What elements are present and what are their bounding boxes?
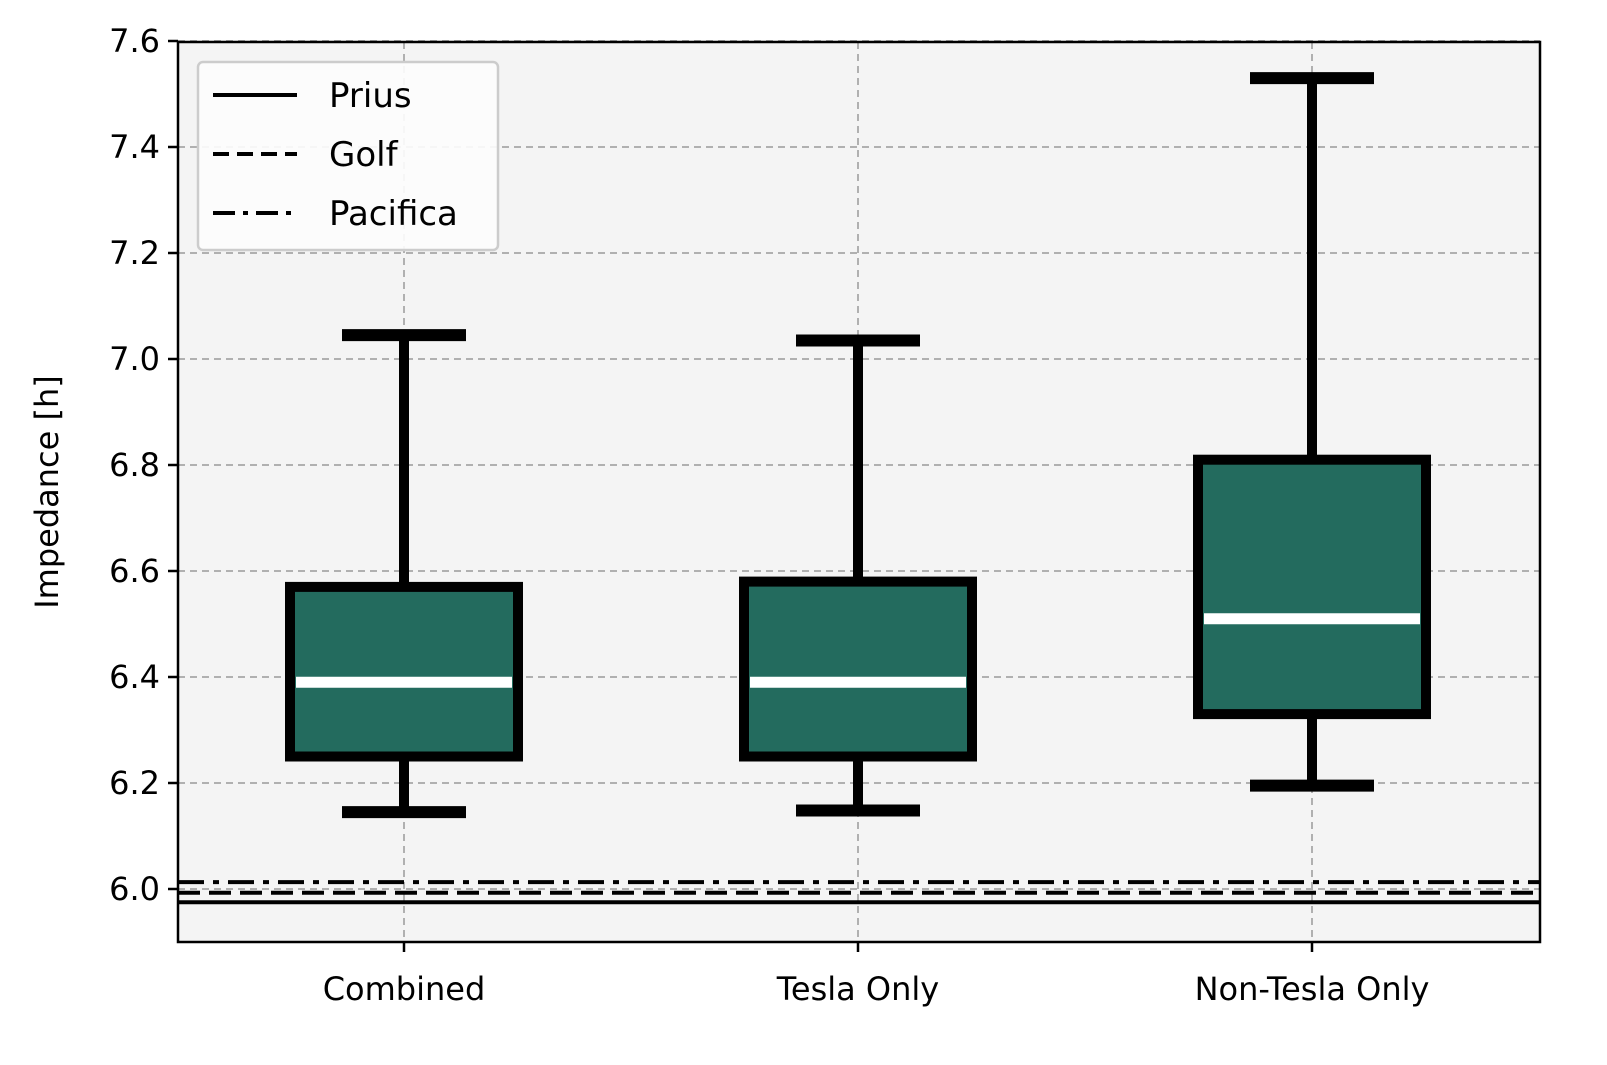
x-tick-label: Combined [323,970,486,1008]
box-combined [285,329,523,819]
y-tick-label: 7.4 [109,128,160,166]
iqr-box [1193,454,1431,720]
y-tick-label: 7.2 [109,234,160,272]
reference-lines [178,880,1540,905]
x-tick-label: Non-Tesla Only [1195,970,1430,1008]
legend-label-golf: Golf [329,135,399,175]
boxes [285,72,1431,819]
box-tesla-only [739,334,977,817]
x-tick-label: Tesla Only [776,970,939,1008]
y-tick-label: 7.6 [109,22,160,60]
iqr-box [739,576,977,762]
legend-label-pacifica: Pacifica [329,194,458,234]
box-non-tesla-only [1193,72,1431,792]
legend-label-prius: Prius [329,76,412,116]
y-tick-label: 7.0 [109,340,160,378]
y-tick-label: 6.0 [109,870,160,908]
y-axis-title: Impedance [h] [28,375,66,609]
iqr-box [285,581,523,762]
legend-box [196,60,500,252]
axes: 6.0 6.2 6.4 6.6 6.8 7.0 7.2 7.4 7.6 Combined Tesla… [109,22,1429,1008]
y-tick-label: 6.6 [109,552,160,590]
y-tick-label: 6.2 [109,764,160,802]
legend: Prius Golf Pacifica [196,60,500,252]
y-tick-label: 6.4 [109,658,160,696]
y-tick-label: 6.8 [109,446,160,484]
